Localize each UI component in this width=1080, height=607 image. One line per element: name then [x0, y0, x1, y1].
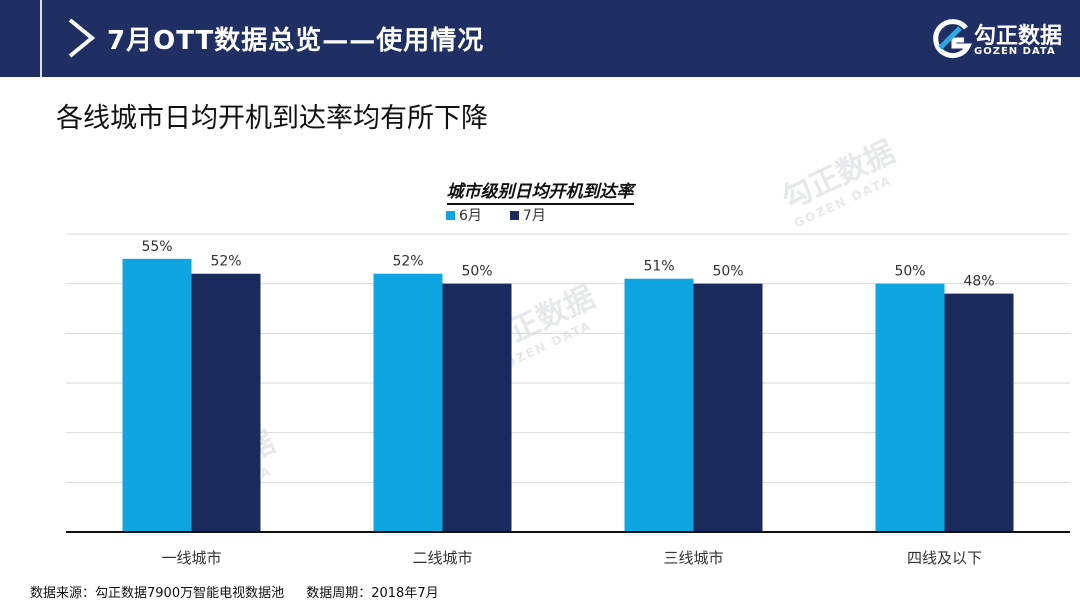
x-tick-label: 二线城市 — [412, 549, 472, 567]
legend-label-june: 6月 — [459, 208, 482, 224]
data-label: 50% — [461, 264, 492, 280]
data-label: 51% — [643, 259, 674, 275]
data-label: 52% — [210, 254, 241, 270]
data-label: 52% — [392, 254, 423, 270]
brand-logo: 勾正数据 GOZEN DATA — [930, 16, 1070, 64]
chevron-right-icon — [68, 18, 96, 58]
legend-swatch-july — [509, 210, 519, 220]
bar-july — [693, 283, 763, 532]
legend-item-july: 7月 — [509, 205, 546, 225]
footer-note: 数据来源：勾正数据7900万智能电视数据池 数据周期：2018年7月 — [30, 582, 439, 601]
data-label: 50% — [894, 264, 925, 280]
chart-title: 城市级别日均开机到达率 — [0, 177, 1080, 205]
x-tick-label: 四线及以下 — [907, 549, 982, 567]
data-label: 55% — [141, 239, 172, 255]
header-divider — [40, 0, 42, 77]
bar-june — [373, 273, 443, 532]
logo-mark-icon — [933, 19, 973, 59]
legend-swatch-june — [446, 210, 455, 220]
footer-period: 数据周期：2018年7月 — [306, 586, 439, 601]
bar-july — [442, 283, 512, 532]
logo-name: 勾正数据 — [974, 24, 1063, 49]
bar-june — [122, 258, 192, 532]
chart-legend: 6月 7月 — [446, 205, 546, 225]
bar-july — [944, 293, 1014, 532]
x-tick-label: 三线城市 — [663, 549, 723, 567]
header-bar: 7月OTT数据总览——使用情况 勾正数据 GOZEN DATA — [0, 0, 1080, 77]
data-label: 50% — [712, 264, 743, 280]
slide-subtitle: 各线城市日均开机到达率均有所下降 — [56, 103, 488, 134]
logo-sub: GOZEN DATA — [974, 46, 1056, 57]
legend-item-june: 6月 — [446, 205, 482, 225]
footer-source: 数据来源：勾正数据7900万智能电视数据池 — [30, 586, 285, 601]
data-label: 48% — [963, 274, 994, 290]
x-tick-label: 一线城市 — [161, 549, 221, 567]
bar-june — [875, 283, 945, 532]
chart-title-text: 城市级别日均开机到达率 — [446, 182, 634, 205]
legend-label-july: 7月 — [522, 208, 546, 224]
bar-june — [624, 278, 694, 532]
page-title: 7月OTT数据总览——使用情况 — [107, 26, 485, 56]
bar-july — [191, 273, 261, 532]
